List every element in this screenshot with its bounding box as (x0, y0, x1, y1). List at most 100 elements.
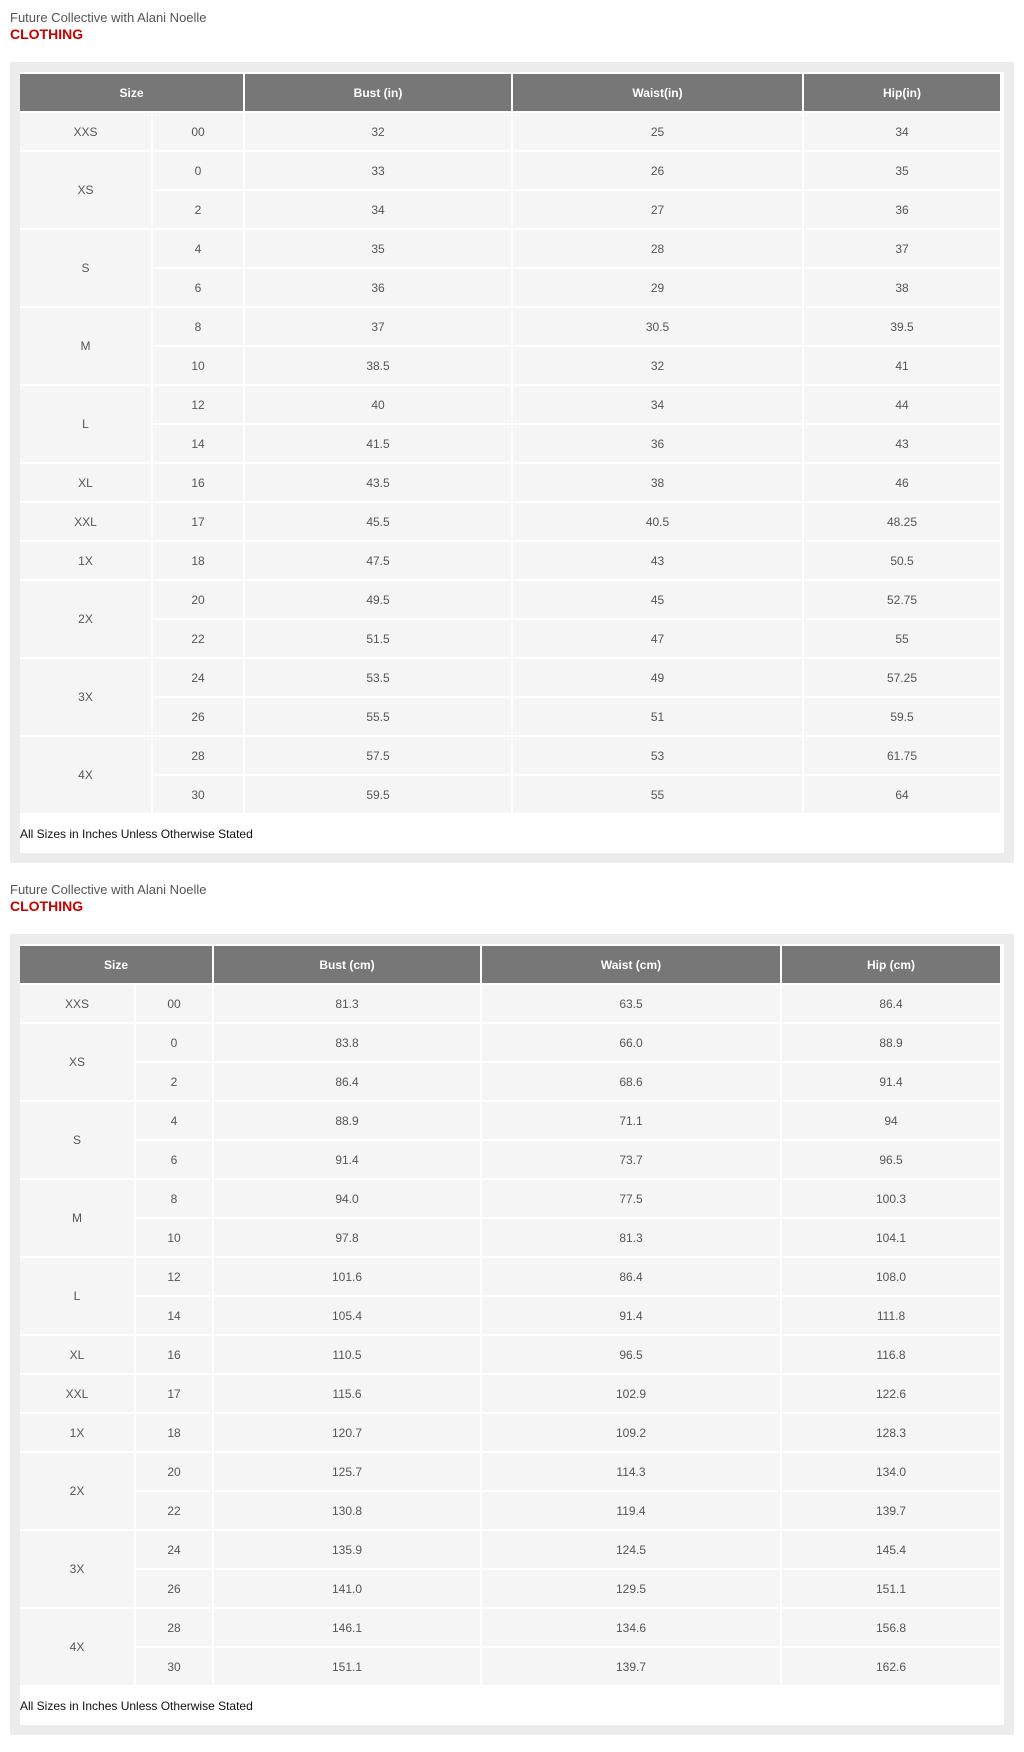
size-number-cell: 2 (153, 191, 243, 228)
waist-cell: 119.4 (482, 1492, 780, 1529)
size-label-cell: XXS (20, 113, 151, 150)
brand-title: Future Collective with Alani Noelle (10, 10, 207, 25)
bust-cell: 81.3 (214, 985, 480, 1022)
table-row: L 12 40 34 44 (20, 386, 1000, 462)
size-number-cell: 12 (136, 1258, 212, 1295)
table-row: L 12 101.6 86.4 108.0 (20, 1258, 1000, 1334)
brand-title: Future Collective with Alani Noelle (10, 882, 207, 897)
waist-cell: 66.0 (482, 1024, 780, 1061)
size-label-cell: 4X (20, 737, 151, 813)
bust-cell: 37 (245, 308, 511, 345)
size-number-cell: 10 (136, 1219, 212, 1256)
size-number-cell: 17 (153, 503, 243, 540)
table-row: M 8 94.0 77.5 100.3 (20, 1180, 1000, 1256)
column-header: Waist (cm) (482, 946, 780, 983)
size-number-cell: 16 (153, 464, 243, 501)
size-number-cell: 8 (136, 1180, 212, 1217)
waist-cell: 134.6 (482, 1609, 780, 1646)
bust-cell: 130.8 (214, 1492, 480, 1529)
size-label-cell: XXL (20, 503, 151, 540)
bust-cell: 115.6 (214, 1375, 480, 1412)
table-row: 4X 28 146.1 134.6 156.8 (20, 1609, 1000, 1685)
waist-cell: 43 (513, 542, 802, 579)
size-number-cell: 14 (136, 1297, 212, 1334)
hip-cell: 94 (782, 1102, 1000, 1139)
waist-cell: 129.5 (482, 1570, 780, 1607)
hip-cell: 139.7 (782, 1492, 1000, 1529)
hip-cell: 36 (804, 191, 1000, 228)
table-row: 10 38.5 32 41 (20, 347, 1000, 384)
size-number-cell: 26 (153, 698, 243, 735)
hip-cell: 57.25 (804, 659, 1000, 696)
table-row: 2 34 27 36 (20, 191, 1000, 228)
table-row: 30 59.5 55 64 (20, 776, 1000, 813)
waist-cell: 45 (513, 581, 802, 618)
table-row: S 4 35 28 37 (20, 230, 1000, 306)
hip-cell: 134.0 (782, 1453, 1000, 1490)
hip-cell: 52.75 (804, 581, 1000, 618)
bust-cell: 38.5 (245, 347, 511, 384)
size-label-cell: 4X (20, 1609, 134, 1685)
waist-cell: 34 (513, 386, 802, 423)
size-table-cm: Size Bust (cm) Waist (cm) Hip (cm) XXS 00 81.3… (18, 944, 1002, 1687)
hip-cell: 55 (804, 620, 1000, 657)
column-header: Bust (cm) (214, 946, 480, 983)
bust-cell: 86.4 (214, 1063, 480, 1100)
hip-cell: 100.3 (782, 1180, 1000, 1217)
column-header: Waist(in) (513, 74, 802, 111)
size-number-cell: 20 (153, 581, 243, 618)
table-row: XL 16 110.5 96.5 116.8 (20, 1336, 1000, 1373)
table-row: 22 51.5 47 55 (20, 620, 1000, 657)
waist-cell: 36 (513, 425, 802, 462)
size-label-cell: XS (20, 1024, 134, 1100)
hip-cell: 43 (804, 425, 1000, 462)
size-label-cell: XXS (20, 985, 134, 1022)
size-label-cell: XS (20, 152, 151, 228)
footnote: All Sizes in Inches Unless Otherwise Sta… (20, 1699, 253, 1713)
hip-cell: 61.75 (804, 737, 1000, 774)
waist-cell: 32 (513, 347, 802, 384)
column-header: Hip (cm) (782, 946, 1000, 983)
table-row: 2X 20 125.7 114.3 134.0 (20, 1453, 1000, 1529)
waist-cell: 30.5 (513, 308, 802, 345)
bust-cell: 97.8 (214, 1219, 480, 1256)
waist-cell: 86.4 (482, 1258, 780, 1295)
table-row: XL 16 43.5 38 46 (20, 464, 1000, 501)
size-number-cell: 4 (136, 1102, 212, 1139)
size-label-cell: M (20, 1180, 134, 1256)
table-row: 6 91.4 73.7 96.5 (20, 1141, 1000, 1178)
size-label-cell: L (20, 1258, 134, 1334)
bust-cell: 40 (245, 386, 511, 423)
waist-cell: 53 (513, 737, 802, 774)
table-row: 2X 20 49.5 45 52.75 (20, 581, 1000, 657)
hip-cell: 104.1 (782, 1219, 1000, 1256)
table-container: Size Bust (in) Waist(in) Hip(in) XXS 00 32 25 34… (10, 62, 1014, 863)
waist-cell: 124.5 (482, 1531, 780, 1568)
size-number-cell: 28 (153, 737, 243, 774)
table-row: 1X 18 120.7 109.2 128.3 (20, 1414, 1000, 1451)
size-number-cell: 0 (136, 1024, 212, 1061)
waist-cell: 91.4 (482, 1297, 780, 1334)
size-number-cell: 22 (153, 620, 243, 657)
bust-cell: 32 (245, 113, 511, 150)
waist-cell: 109.2 (482, 1414, 780, 1451)
bust-cell: 34 (245, 191, 511, 228)
waist-cell: 51 (513, 698, 802, 735)
size-number-cell: 6 (153, 269, 243, 306)
table-row: 3X 24 135.9 124.5 145.4 (20, 1531, 1000, 1607)
table-row: XXS 00 81.3 63.5 86.4 (20, 985, 1000, 1022)
size-number-cell: 26 (136, 1570, 212, 1607)
bust-cell: 120.7 (214, 1414, 480, 1451)
hip-cell: 35 (804, 152, 1000, 189)
size-number-cell: 14 (153, 425, 243, 462)
hip-cell: 48.25 (804, 503, 1000, 540)
hip-cell: 91.4 (782, 1063, 1000, 1100)
bust-cell: 35 (245, 230, 511, 267)
hip-cell: 64 (804, 776, 1000, 813)
hip-cell: 88.9 (782, 1024, 1000, 1061)
size-number-cell: 18 (153, 542, 243, 579)
waist-cell: 26 (513, 152, 802, 189)
waist-cell: 49 (513, 659, 802, 696)
hip-cell: 111.8 (782, 1297, 1000, 1334)
header-row: Size Bust (cm) Waist (cm) Hip (cm) (20, 946, 1000, 983)
